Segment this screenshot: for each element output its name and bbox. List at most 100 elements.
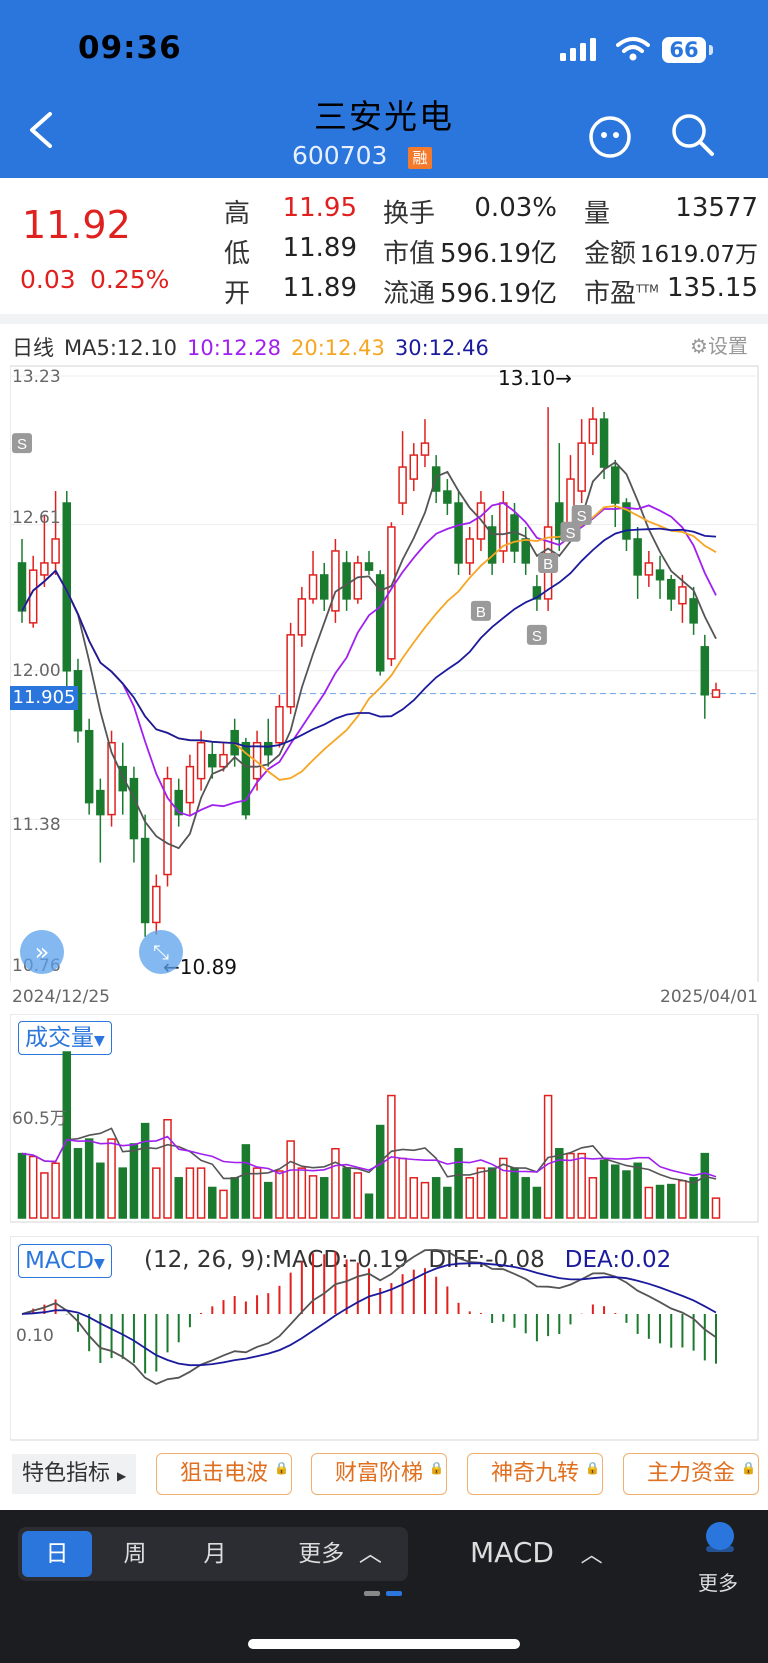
ma30-value: 30:12.46: [394, 336, 489, 360]
chevron-up-icon: ︿: [580, 1543, 603, 1568]
chevron-right-icon: ▶: [117, 1469, 127, 1483]
section-divider: [0, 314, 768, 324]
stat-value-float: 596.19亿: [440, 279, 557, 309]
tab-month[interactable]: 月: [203, 1541, 227, 1567]
high-marker: 13.10→: [498, 366, 573, 390]
chevron-down-icon: ▼: [94, 1033, 105, 1049]
candle-body: [398, 466, 407, 504]
stat-value-turnover: 0.03%: [474, 193, 557, 223]
volume-indicator-button[interactable]: 成交量▼: [18, 1021, 112, 1055]
feature-button-2[interactable]: 财富阶梯 🔒: [311, 1453, 447, 1495]
volume-bar: [510, 1167, 519, 1219]
wifi-icon: [616, 37, 650, 61]
volume-bar: [487, 1167, 497, 1219]
candle-body: [521, 538, 530, 564]
volume-bar: [28, 1155, 38, 1219]
fullscreen-icon[interactable]: ⤡: [139, 930, 183, 974]
candle-body: [96, 789, 105, 816]
feature-indicators-menu[interactable]: 特色指标 ▶: [12, 1454, 137, 1494]
ma5-value: MA5:12.10: [64, 336, 178, 360]
signal-label: S: [565, 525, 575, 542]
page-title: 三安光电: [314, 97, 454, 136]
macd-indicator-button[interactable]: MACD▼: [18, 1244, 112, 1278]
dea-line: [21, 1262, 717, 1367]
candle-body: [487, 526, 497, 564]
tab-day[interactable]: 日: [22, 1531, 92, 1577]
volume-button-label: 成交量: [25, 1025, 94, 1051]
feature-button-4[interactable]: 主力资金 🔒: [623, 1453, 759, 1495]
ma-legend: 日线 MA5:12.10 10:12.28 20:12.43 30:12.46: [12, 332, 499, 362]
candle-body: [375, 574, 385, 672]
feature-button-2-label: 财富阶梯: [334, 1461, 423, 1486]
volume-bar: [286, 1140, 295, 1219]
y-label-3: 12.00: [12, 661, 61, 681]
candle-body: [40, 562, 49, 576]
expand-icon[interactable]: »: [20, 930, 64, 974]
volume-bar: [476, 1167, 486, 1219]
ma20-line: [21, 505, 717, 781]
macd-chart[interactable]: [10, 1236, 762, 1442]
volume-bar: [107, 1138, 116, 1219]
signal-label: B: [543, 556, 553, 573]
candle-body: [689, 598, 698, 624]
stat-value-high: 11.95: [282, 193, 357, 223]
candle-body: [174, 789, 183, 816]
stat-value-mktcap: 596.19亿: [440, 239, 557, 269]
margin-badge: 融: [408, 147, 432, 169]
tab-more[interactable]: 更多 ︿: [280, 1531, 400, 1577]
stat-label-low: 低: [224, 239, 251, 269]
chart-settings[interactable]: ⚙设置: [690, 330, 748, 359]
back-arrow-icon[interactable]: [24, 110, 58, 150]
feature-button-3[interactable]: 神奇九转 🔒: [467, 1453, 603, 1495]
signal-badge: [470, 600, 491, 621]
stat-label-mktcap: 市值: [383, 239, 436, 269]
feature-button-1[interactable]: 狙击电波 🔒: [156, 1453, 292, 1495]
volume-chart[interactable]: [10, 1014, 762, 1224]
search-icon[interactable]: [670, 112, 716, 158]
indicator-selector[interactable]: MACD ︿: [470, 1536, 603, 1569]
volume-bar: [297, 1167, 307, 1219]
volume-bar: [163, 1118, 172, 1219]
period-label[interactable]: 日线: [12, 336, 54, 360]
volume-bar: [633, 1162, 642, 1219]
feature-label: 特色指标: [22, 1461, 111, 1486]
tab-week[interactable]: 周: [123, 1541, 147, 1567]
volume-bar: [566, 1152, 575, 1219]
customer-service-icon[interactable]: [588, 115, 632, 159]
volume-ma-lines: [21, 1127, 717, 1185]
volume-bar: [40, 1172, 49, 1219]
candle-body: [219, 753, 228, 768]
app-header: [0, 0, 768, 178]
stat-label-volume: 量: [584, 199, 611, 229]
candle-body: [140, 837, 150, 924]
stat-value-open: 11.89: [282, 273, 357, 303]
y-label-4: 11.38: [12, 815, 61, 835]
volume-bars: [17, 1051, 721, 1219]
macd-histogram: [32, 1251, 717, 1374]
volume-bar: [152, 1167, 161, 1219]
status-time: 09:36: [78, 30, 182, 66]
more-icon[interactable]: [700, 1520, 740, 1564]
candle-body: [555, 502, 564, 540]
stat-label-high: 高: [224, 199, 251, 229]
candle-body: [163, 777, 172, 876]
macd-frame: [10, 1236, 759, 1441]
volume-bar: [678, 1179, 687, 1219]
volume-bar: [331, 1148, 340, 1219]
candle-body: [655, 569, 665, 581]
volume-bar: [96, 1162, 105, 1219]
gear-icon: ⚙: [690, 334, 708, 358]
volume-bar: [17, 1152, 27, 1219]
candle-body: [196, 741, 206, 780]
candle-body: [275, 706, 284, 744]
volume-bar: [219, 1189, 228, 1219]
candle-body: [577, 442, 586, 492]
more-label[interactable]: 更多: [698, 1571, 738, 1595]
price-change-pct: 0.25%: [90, 265, 170, 294]
volume-bar: [62, 1051, 72, 1219]
volume-bar: [622, 1170, 631, 1219]
stat-label-float: 流通: [383, 279, 436, 309]
current-price: 11.92: [22, 203, 131, 247]
